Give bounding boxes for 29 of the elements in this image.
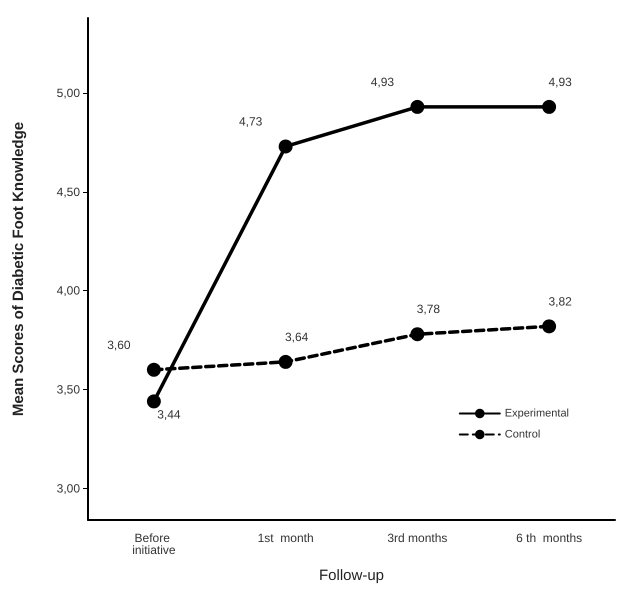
- point: [410, 327, 424, 342]
- y-tick-label: 3,00: [56, 481, 80, 496]
- data-label: 3,44: [157, 407, 181, 422]
- y-tick-label: 4,00: [56, 284, 80, 298]
- x-tick-label: Before initiative: [132, 531, 176, 557]
- data-label: 4,73: [238, 114, 263, 128]
- x-axis-title: Follow-up: [318, 567, 384, 584]
- data-label: 3,82: [548, 294, 572, 308]
- data-label: 4,93: [370, 74, 394, 89]
- data-label: 3,64: [284, 330, 309, 344]
- data-label: 4,93: [548, 74, 572, 89]
- point: [146, 394, 161, 408]
- point: [410, 100, 424, 114]
- y-tick-label: 5,00: [56, 86, 80, 100]
- point: [542, 100, 556, 114]
- x-tick-label: 3rd months: [387, 531, 448, 545]
- y-tick-label: 3,50: [56, 382, 80, 397]
- point: [542, 319, 556, 334]
- x-tick-label: 6 th months: [516, 531, 582, 545]
- y-axis-title: Mean Scores of Diabetic Foot Knowledge: [10, 122, 27, 416]
- data-label: 3,60: [107, 338, 131, 352]
- point: [278, 354, 293, 369]
- legend-label: Control: [504, 428, 540, 440]
- point: [146, 362, 161, 377]
- x-tick-label: 1st month: [258, 531, 314, 545]
- data-label: 3,78: [416, 302, 440, 316]
- y-tick-label: 4,50: [56, 184, 80, 199]
- point: [278, 139, 293, 154]
- legend-label: Experimental: [504, 408, 570, 420]
